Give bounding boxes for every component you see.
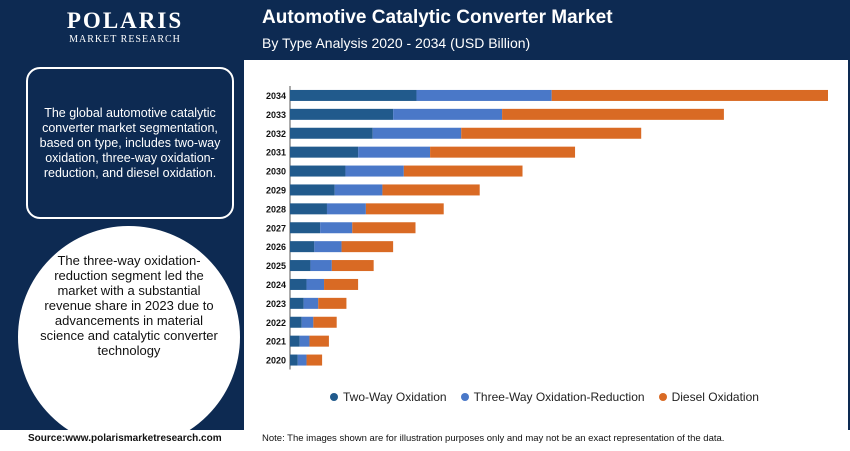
legend-dot-icon: [330, 393, 338, 401]
highlight-circle-wrap: The three-way oxidation-reduction segmen…: [18, 226, 244, 430]
chart-legend: Two-Way Oxidation Three-Way Oxidation-Red…: [330, 390, 759, 404]
highlight-text: The three-way oxidation-reduction segmen…: [40, 253, 218, 358]
legend-item: Diesel Oxidation: [658, 390, 759, 404]
footer: [0, 430, 850, 451]
logo-main-text: POLARIS: [66, 8, 184, 33]
summary-text: The global automotive catalytic converte…: [39, 105, 221, 180]
source-text: Source:www.polarismarketresearch.com: [28, 433, 222, 444]
chart-subtitle: By Type Analysis 2020 - 2034 (USD Billio…: [262, 35, 531, 51]
legend-label: Three-Way Oxidation-Reduction: [473, 390, 645, 404]
summary-box: The global automotive catalytic converte…: [26, 67, 234, 219]
chart-title: Automotive Catalytic Converter Market: [262, 7, 613, 28]
polaris-logo: POLARIS MARKET RESEARCH: [50, 8, 200, 46]
note-text: Note: The images shown are for illustrat…: [262, 433, 725, 444]
legend-item: Two-Way Oxidation: [330, 390, 447, 404]
legend-item: Three-Way Oxidation-Reduction: [460, 390, 645, 404]
legend-dot-icon: [658, 393, 667, 401]
legend-dot-icon: [460, 393, 469, 401]
logo-sub-text: MARKET RESEARCH: [69, 34, 181, 45]
legend-label: Diesel Oxidation: [671, 390, 759, 404]
header-band: [244, 0, 850, 60]
highlight-circle: The three-way oxidation-reduction segmen…: [18, 226, 240, 430]
left-panel: POLARIS MARKET RESEARCH The global autom…: [0, 0, 244, 430]
legend-label: Two-Way Oxidation: [343, 390, 447, 404]
